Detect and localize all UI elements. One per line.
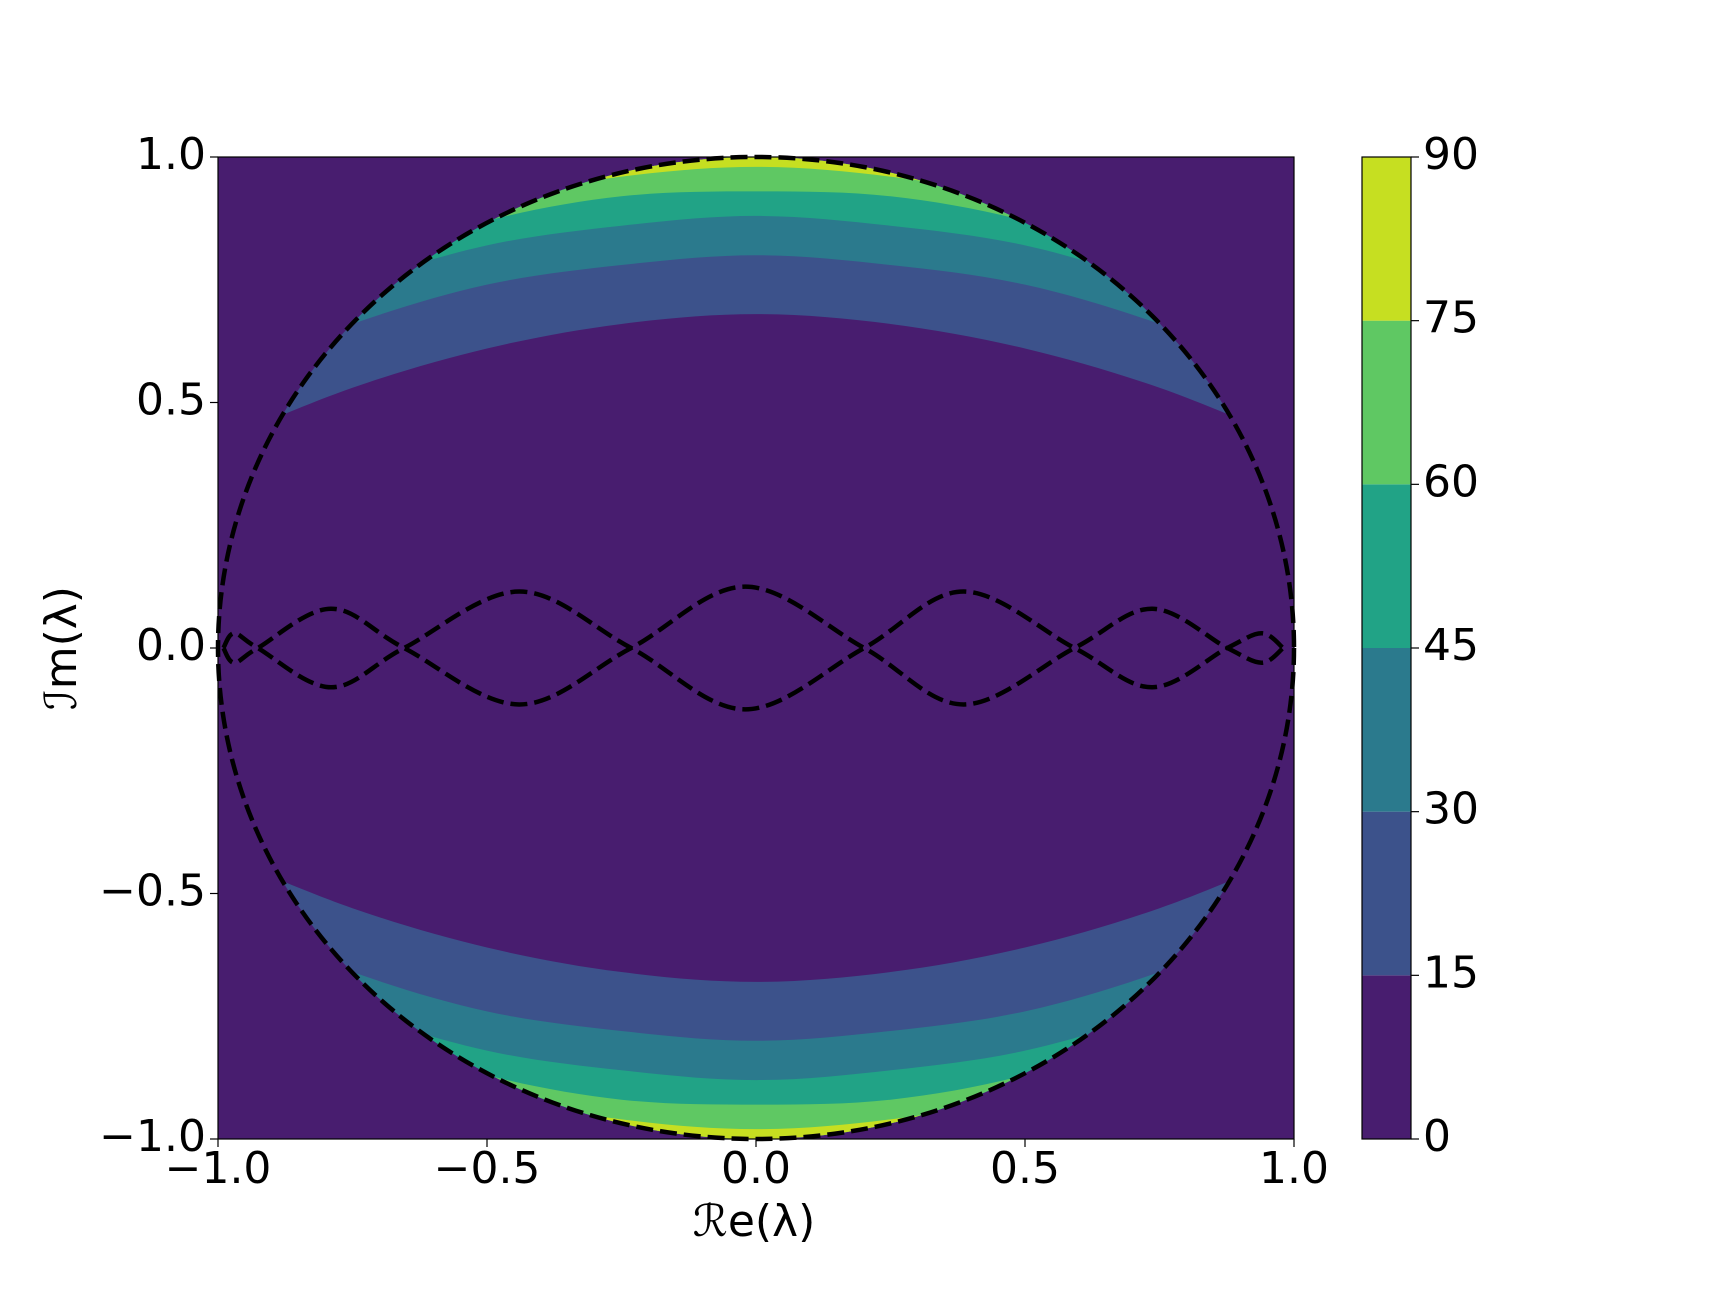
colorbar-tick-label: 60 [1423,456,1479,507]
x-axis-label: ℛe(λ) [693,1196,816,1247]
colorbar-segment [1362,484,1411,648]
x-tick-label: −1.0 [165,1143,272,1194]
colorbar-segment [1362,157,1411,321]
colorbar-segment [1362,320,1411,485]
colorbar-tick-label: 45 [1423,620,1479,671]
x-tick-label: 0.5 [990,1143,1060,1194]
dashed-curve [221,584,1285,707]
colorbar-segment [1362,811,1411,976]
y-tick-label: −0.5 [99,866,206,917]
colorbar-tick-label: 30 [1423,784,1479,835]
x-tick-label: 1.0 [1259,1143,1329,1194]
colorbar-tick-label: 0 [1423,1111,1451,1162]
colorbar-tick-label: 75 [1423,293,1479,344]
y-tick-label: 0.5 [136,375,206,426]
colorbar-segment [1362,975,1411,1139]
x-tick-label: 0.0 [721,1143,791,1194]
colorbar-segment [1362,648,1411,812]
x-tick-label: −0.5 [434,1143,541,1194]
y-tick-label: 1.0 [136,129,206,180]
y-tick-label: 0.0 [136,620,206,671]
colorbar-tick-label: 15 [1423,947,1479,998]
y-tick-label: −1.0 [99,1111,206,1162]
dashed-curve [221,589,1285,712]
y-axis-label: ℐm(λ) [36,586,87,710]
plot-area [218,157,1294,1139]
colorbar-tick-label: 90 [1423,129,1479,180]
